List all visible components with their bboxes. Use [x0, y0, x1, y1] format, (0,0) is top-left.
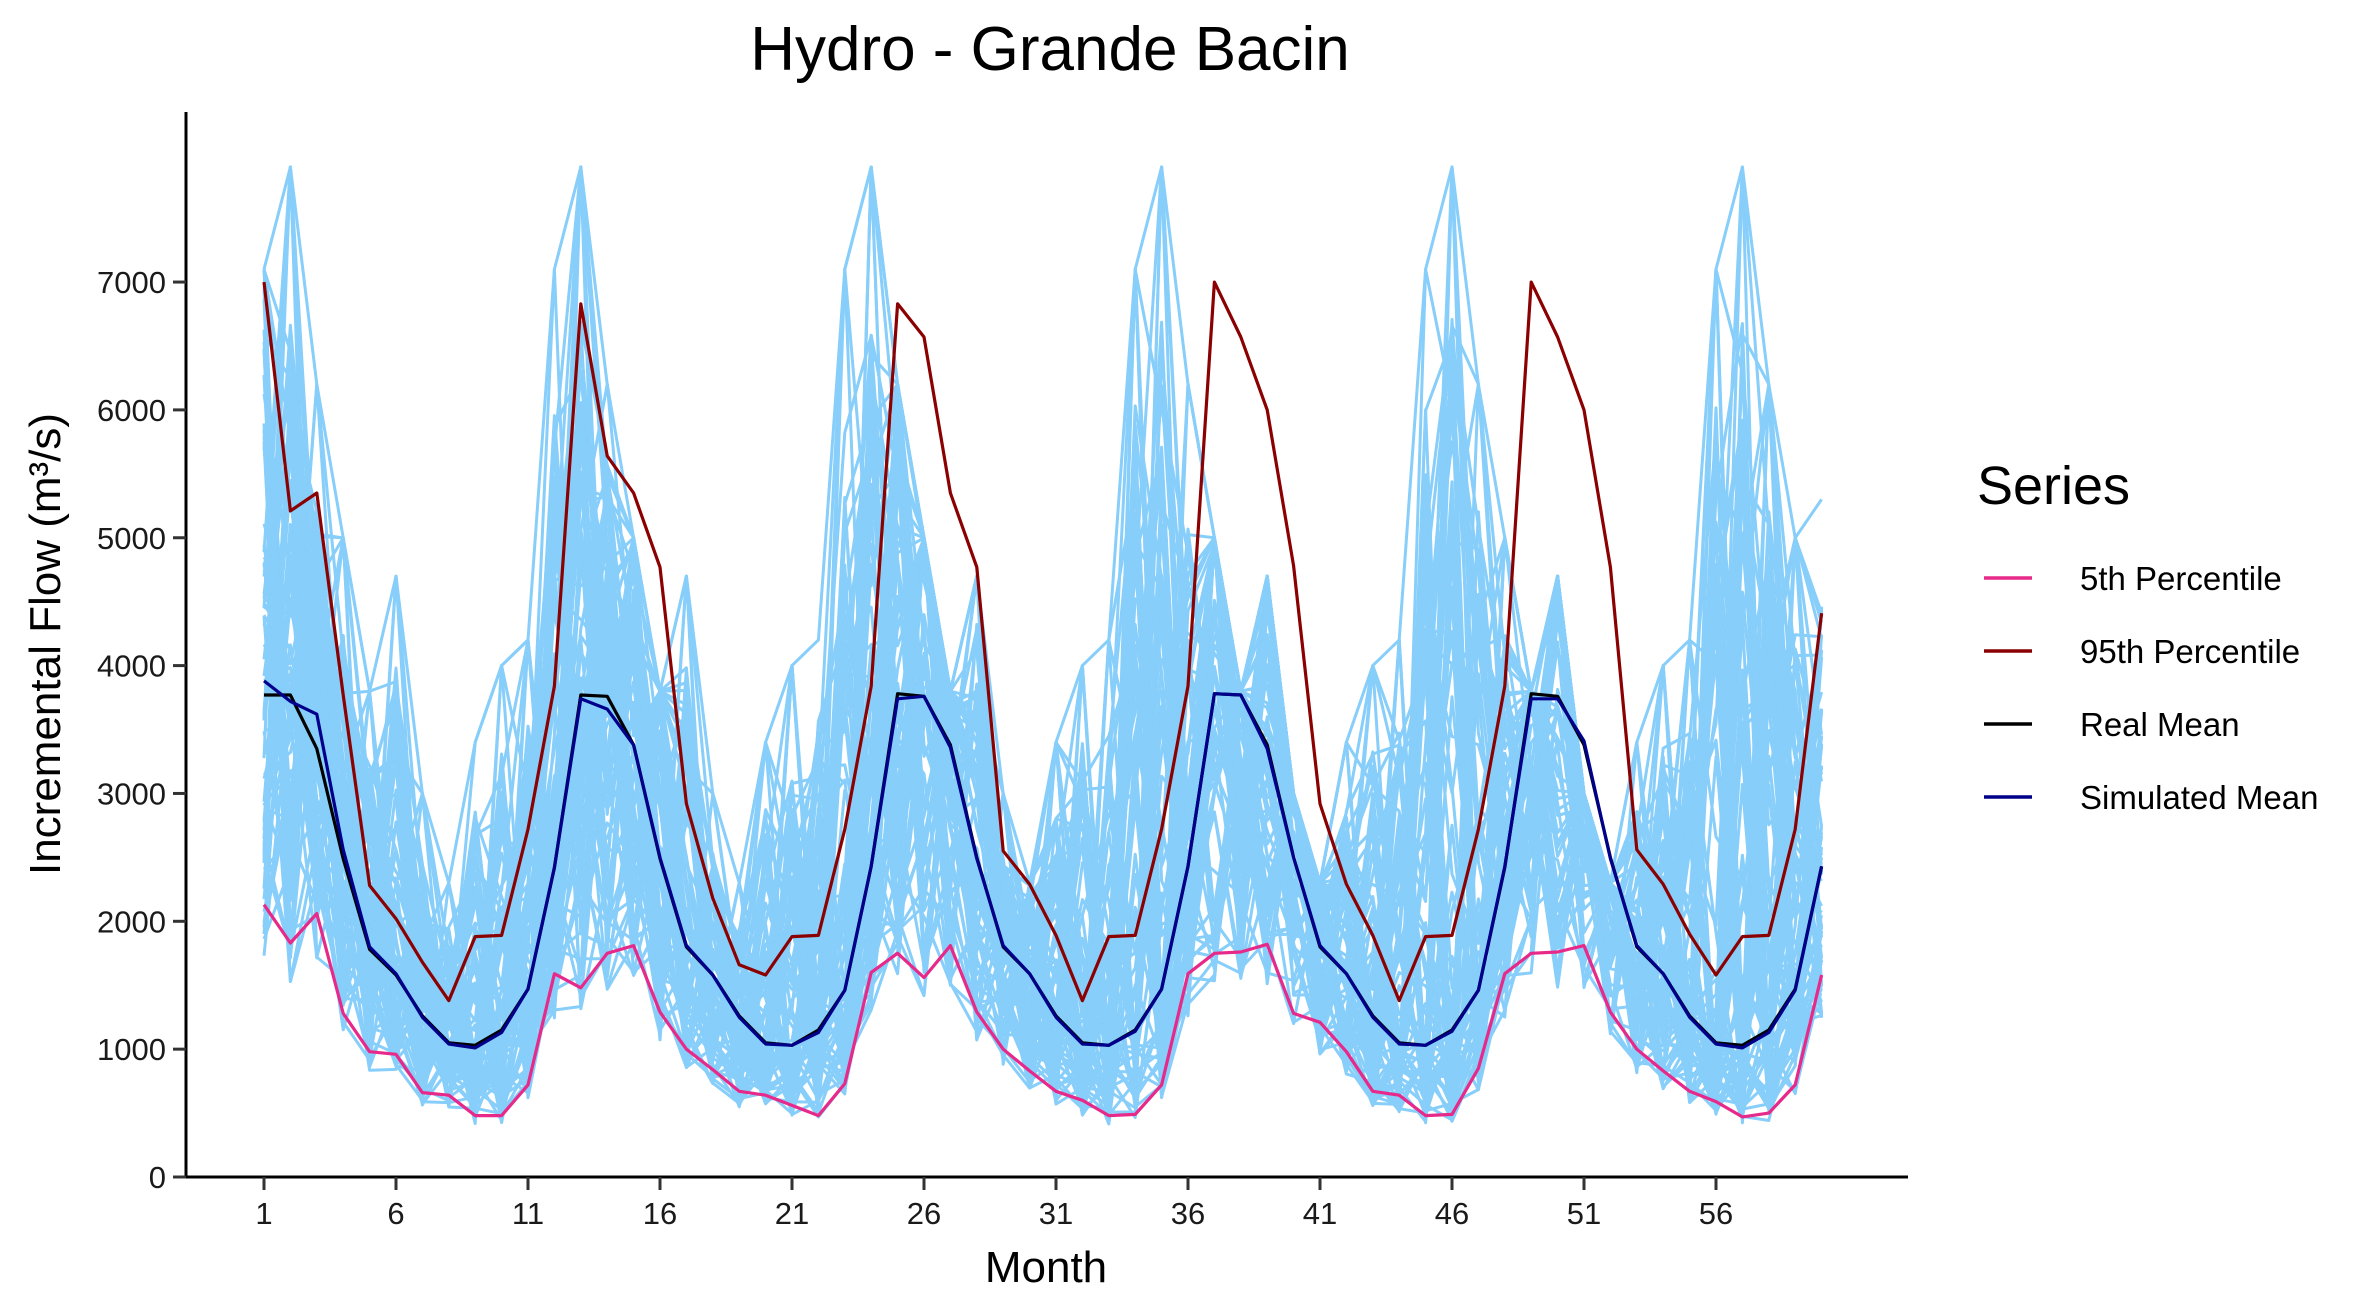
x-tick-label: 31 — [1039, 1196, 1073, 1231]
series-line-simulated-mean — [263, 679, 1824, 1050]
legend-title: Series — [1977, 456, 2130, 516]
legend-items: 5th Percentile 95th Percentile Real Mean Si… — [1984, 560, 2318, 816]
y-tick-label: 7000 — [97, 265, 166, 300]
legend-label: 95th Percentile — [2080, 633, 2300, 670]
x-tick-label: 51 — [1567, 1196, 1601, 1231]
scenario-line — [262, 268, 1824, 1112]
series-lines — [262, 280, 1824, 1119]
x-ticks: 1 6 11 16 21 26 31 36 41 46 51 56 — [255, 1177, 1733, 1231]
y-tick-label: 4000 — [97, 649, 166, 684]
legend-label: Real Mean — [2080, 706, 2240, 743]
plot-area: 1 6 11 16 21 26 31 36 41 46 51 56 01000200030004000… — [97, 112, 1908, 1231]
series-line-95th-percentile — [262, 280, 1824, 1003]
x-tick-label: 56 — [1699, 1196, 1733, 1231]
x-tick-label: 26 — [907, 1196, 941, 1231]
x-tick-label: 16 — [643, 1196, 677, 1231]
legend-label: 5th Percentile — [2080, 560, 2282, 597]
chart-title: Hydro - Grande Bacin — [750, 15, 1350, 84]
scenario-lines — [262, 165, 1824, 1126]
y-tick-label: 0 — [149, 1160, 166, 1195]
legend: Series 5th Percentile 95th Percentile Real… — [1977, 456, 2318, 816]
legend-label: Simulated Mean — [2080, 779, 2318, 816]
x-tick-label: 36 — [1171, 1196, 1205, 1231]
x-tick-label: 1 — [255, 1196, 272, 1231]
x-axis-title: Month — [985, 1243, 1107, 1292]
y-tick-label: 5000 — [97, 521, 166, 556]
y-tick-label: 3000 — [97, 776, 166, 811]
x-tick-label: 41 — [1303, 1196, 1337, 1231]
y-tick-label: 2000 — [97, 904, 166, 939]
x-tick-label: 46 — [1435, 1196, 1469, 1231]
scenario-line — [262, 267, 1824, 1112]
series-line-5th-percentile — [262, 903, 1824, 1119]
x-tick-label: 11 — [512, 1196, 544, 1231]
y-ticks: 0 1000 2000 3000 4000 5000 6000 7000 — [97, 265, 186, 1195]
y-axis-title: Incremental Flow (m³/s) — [21, 413, 70, 875]
scenario-envelope-line — [262, 166, 1823, 884]
y-tick-label: 6000 — [97, 393, 166, 428]
x-tick-label: 6 — [387, 1196, 404, 1231]
y-tick-label: 1000 — [97, 1032, 166, 1067]
x-tick-label: 21 — [775, 1196, 809, 1231]
